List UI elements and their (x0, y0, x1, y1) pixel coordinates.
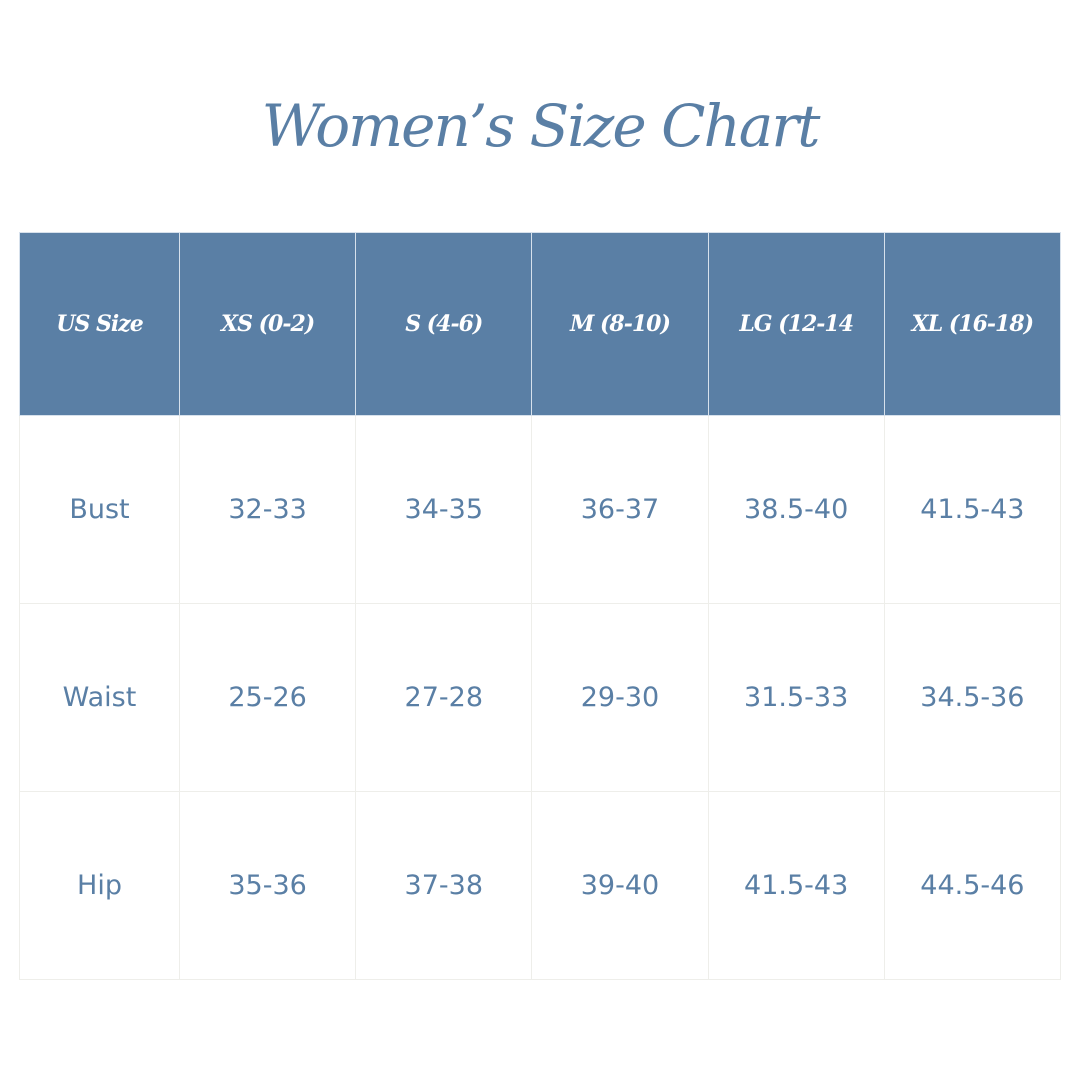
row-label: Hip (19, 791, 180, 980)
header-cell: M (8-10) (531, 232, 709, 416)
table-cell: 31.5-33 (707, 603, 885, 792)
header-cell: XS (0-2) (178, 232, 357, 416)
table-cell: 35-36 (178, 791, 357, 980)
table-cell: 44.5-46 (883, 791, 1062, 980)
table-cell: 37-38 (355, 791, 533, 980)
table-row: Bust 32-33 34-35 36-37 38.5-40 41.5-43 (19, 415, 1062, 604)
header-cell: S (4-6) (355, 232, 533, 416)
table-cell: 41.5-43 (883, 415, 1062, 604)
header-cell: XL (16-18) (883, 232, 1062, 416)
table-cell: 27-28 (355, 603, 533, 792)
table-cell: 36-37 (531, 415, 709, 604)
header-cell: US Size (19, 232, 180, 416)
size-table: US Size XS (0-2) S (4-6) M (8-10) LG (12-14 X… (19, 232, 1062, 980)
table-cell: 34.5-36 (883, 603, 1062, 792)
header-row: US Size XS (0-2) S (4-6) M (8-10) LG (12-14 X… (19, 232, 1062, 416)
table-cell: 32-33 (178, 415, 357, 604)
header-cell: LG (12-14 (707, 232, 885, 416)
table-cell: 38.5-40 (707, 415, 885, 604)
table-body: Bust 32-33 34-35 36-37 38.5-40 41.5-43 Waist 25… (19, 415, 1062, 980)
table-cell: 25-26 (178, 603, 357, 792)
row-label: Waist (19, 603, 180, 792)
table-cell: 39-40 (531, 791, 709, 980)
table-cell: 29-30 (531, 603, 709, 792)
table-cell: 34-35 (355, 415, 533, 604)
table-cell: 41.5-43 (707, 791, 885, 980)
table-row: Waist 25-26 27-28 29-30 31.5-33 34.5-36 (19, 603, 1062, 792)
row-label: Bust (19, 415, 180, 604)
table-row: Hip 35-36 37-38 39-40 41.5-43 44.5-46 (19, 791, 1062, 980)
title: Women’s Size Chart (261, 92, 821, 160)
